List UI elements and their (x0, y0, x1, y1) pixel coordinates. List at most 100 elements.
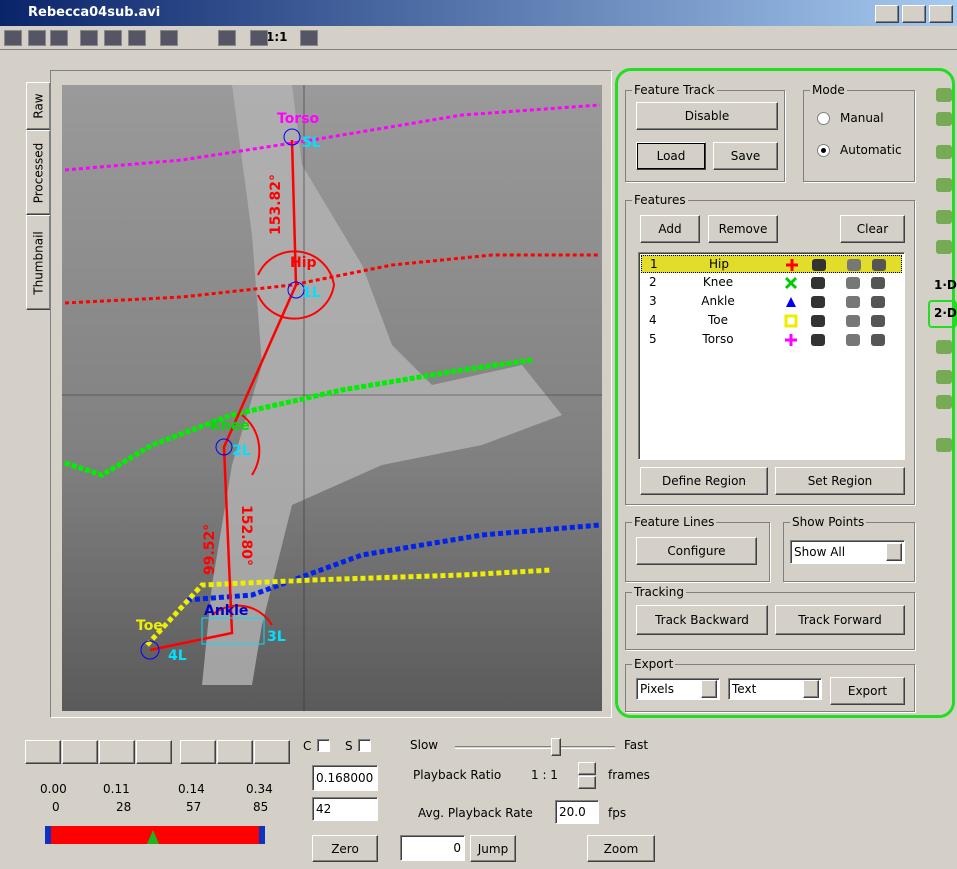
spin-up[interactable] (578, 762, 596, 775)
disable-button[interactable]: Disable (636, 102, 778, 130)
tab-label[interactable]: Processed (31, 142, 46, 203)
dropdown-arrow[interactable] (701, 680, 717, 698)
configure-button-text[interactable]: Configure (667, 544, 726, 558)
remove-button-text[interactable]: Remove (718, 222, 768, 236)
transport-button[interactable] (136, 740, 172, 764)
feature-row[interactable]: 1 Hip (641, 255, 902, 273)
transport-button[interactable] (254, 740, 290, 764)
tab-label[interactable]: Thumbnail (31, 230, 46, 295)
frame-field[interactable]: 42 (312, 797, 378, 821)
jump-button-text[interactable]: Jump (477, 841, 509, 856)
toolbar-icon[interactable] (160, 30, 178, 46)
toolbar-icon[interactable] (300, 30, 318, 46)
save-button[interactable]: Save (713, 142, 778, 170)
zoom-button-text[interactable]: Zoom (603, 841, 639, 856)
units-select-text[interactable]: Pixels (640, 682, 675, 696)
side-icon[interactable] (936, 210, 952, 224)
load-button[interactable]: Load (636, 142, 706, 170)
window-button[interactable] (875, 5, 899, 23)
radio[interactable] (817, 112, 830, 125)
tab[interactable]: Raw (26, 82, 50, 130)
export-button-text[interactable]: Export (847, 684, 888, 698)
dropdown-arrow[interactable] (886, 543, 902, 561)
tab[interactable]: Thumbnail (26, 215, 50, 310)
save-button-text[interactable]: Save (730, 149, 761, 163)
jump-field[interactable]: 0 (400, 835, 465, 861)
load-button-text[interactable]: Load (656, 149, 686, 163)
side-icon[interactable] (936, 145, 952, 159)
define-region-button-text[interactable]: Define Region (661, 474, 747, 488)
transport-button[interactable] (217, 740, 253, 764)
units-select[interactable]: Pixels (636, 678, 720, 700)
row-icon[interactable] (811, 277, 825, 289)
track-forward-button[interactable]: Track Forward (775, 605, 905, 635)
row-icon[interactable] (811, 296, 825, 308)
window-button[interactable] (902, 5, 926, 23)
row-icon[interactable] (812, 259, 826, 271)
clear-button[interactable]: Clear (840, 215, 905, 243)
side-icon[interactable] (936, 438, 952, 452)
add-button-text[interactable]: Add (658, 222, 682, 236)
show-points-select[interactable]: Show All (790, 540, 905, 564)
toolbar-icon[interactable] (104, 30, 122, 46)
disable-button-text[interactable]: Disable (684, 109, 730, 123)
remove-button[interactable]: Remove (708, 215, 778, 243)
toolbar-icon[interactable] (28, 30, 46, 46)
side-icon[interactable] (936, 88, 952, 102)
side-icon[interactable] (936, 340, 952, 354)
zero-button[interactable]: Zero (312, 835, 378, 862)
checkbox[interactable] (358, 739, 371, 752)
tab[interactable]: Processed (26, 130, 50, 215)
transport-button[interactable] (99, 740, 135, 764)
row-icon[interactable] (871, 334, 885, 346)
format-select-text[interactable]: Text (732, 682, 757, 696)
configure-button[interactable]: Configure (636, 537, 757, 565)
tab-label[interactable]: Raw (31, 93, 46, 119)
side-icon[interactable] (936, 240, 952, 254)
row-icon[interactable] (846, 277, 860, 289)
frame-field-text[interactable]: 42 (316, 802, 332, 816)
add-button[interactable]: Add (640, 215, 700, 243)
track-backward-button[interactable]: Track Backward (636, 605, 768, 635)
set-region-button[interactable]: Set Region (775, 467, 905, 495)
row-icon[interactable] (811, 334, 825, 346)
side-icon[interactable] (936, 178, 952, 192)
speed-track[interactable] (455, 746, 615, 749)
clear-button-text[interactable]: Clear (856, 222, 889, 236)
time-field[interactable]: 0.168000 (312, 765, 378, 791)
zoom-button[interactable]: Zoom (587, 835, 655, 862)
row-icon[interactable] (871, 296, 885, 308)
feature-row[interactable]: 4 Toe (641, 312, 902, 330)
track-forward-button-text[interactable]: Track Forward (798, 613, 882, 627)
row-icon[interactable] (847, 259, 861, 271)
transport-button[interactable] (62, 740, 98, 764)
radio[interactable] (817, 144, 830, 157)
side-icon[interactable] (936, 395, 952, 409)
feature-row[interactable]: 3 Ankle (641, 293, 902, 311)
zoom-label[interactable]: 1:1 (266, 30, 288, 44)
zero-button-text[interactable]: Zero (331, 841, 359, 856)
jump-field-text[interactable]: 0 (453, 841, 461, 855)
speed-thumb[interactable] (551, 738, 561, 756)
toolbar-icon[interactable] (128, 30, 146, 46)
toolbar-icon[interactable] (80, 30, 98, 46)
jump-button[interactable]: Jump (470, 835, 516, 862)
side-icon[interactable] (936, 112, 952, 126)
spin-down[interactable] (578, 776, 596, 789)
feature-row[interactable]: 5 Torso (641, 331, 902, 349)
row-icon[interactable] (871, 277, 885, 289)
track-backward-button-text[interactable]: Track Backward (655, 613, 749, 627)
toolbar-icon[interactable] (250, 30, 268, 46)
row-icon[interactable] (811, 315, 825, 327)
toolbar-icon[interactable] (218, 30, 236, 46)
row-icon[interactable] (871, 315, 885, 327)
toolbar-icon[interactable] (4, 30, 22, 46)
toolbar-icon[interactable] (50, 30, 68, 46)
transport-button[interactable] (25, 740, 61, 764)
checkbox[interactable] (317, 739, 330, 752)
row-icon[interactable] (846, 315, 860, 327)
set-region-button-text[interactable]: Set Region (807, 474, 873, 488)
define-region-button[interactable]: Define Region (640, 467, 768, 495)
window-button[interactable] (929, 5, 953, 23)
row-icon[interactable] (846, 296, 860, 308)
